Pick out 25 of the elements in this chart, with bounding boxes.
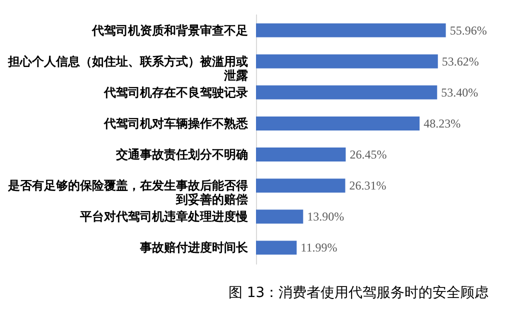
data-label: 55.96%	[450, 23, 487, 38]
y-tick-label: 是否有足够的保险覆盖，在发生事故后能否得到妥善的赔偿	[7, 178, 248, 207]
data-label: 53.62%	[442, 54, 479, 68]
data-label: 48.23%	[424, 116, 461, 130]
y-tick-label: 交通事故责任划分不明确	[115, 148, 248, 162]
data-label: 53.40%	[441, 85, 478, 100]
bar	[256, 23, 446, 38]
bar	[256, 178, 346, 193]
data-label: 26.31%	[349, 178, 386, 193]
bar	[256, 85, 438, 100]
data-label: 13.90%	[307, 210, 344, 224]
y-tick-label: 事故赔付进度时间长	[139, 240, 249, 255]
y-tick-label: 平台对代驾司机违章处理进度慢	[79, 210, 248, 224]
bar	[256, 116, 420, 130]
bar	[256, 210, 304, 224]
y-tick-label: 代驾司机对车辆操作不熟悉	[103, 116, 249, 130]
data-label: 11.99%	[300, 240, 338, 255]
data-label: 26.45%	[350, 148, 387, 162]
bar	[256, 54, 438, 68]
bar	[256, 148, 346, 162]
text: 图 13：消费者使用代驾服务时的安全顾虑	[228, 285, 489, 301]
y-tick-label: 代驾司机存在不良驾驶记录	[103, 85, 248, 100]
bar	[256, 240, 297, 255]
y-tick-label: 担心个人信息（如住址、联系方式）被滥用或泄露	[7, 54, 248, 82]
y-tick-label: 代驾司机资质和背景审查不足	[91, 23, 248, 38]
